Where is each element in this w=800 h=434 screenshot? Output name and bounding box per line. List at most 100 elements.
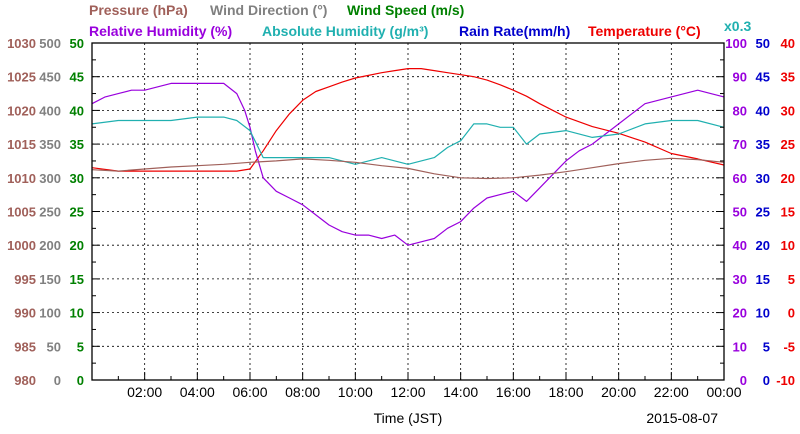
wind-direction-tick-label: 300 (39, 171, 61, 186)
tick-marks (92, 42, 725, 381)
x-tick-label: 14:00 (443, 384, 478, 400)
wind-speed-tick-label: 45 (70, 70, 84, 85)
wind-direction-tick-label: 350 (39, 137, 61, 152)
pressure-tick-label: 1005 (7, 205, 36, 220)
rain-rate-tick-label: 20 (756, 238, 770, 253)
wind-direction-tick-label: 0 (54, 373, 61, 388)
series-line (91, 157, 725, 180)
rain-rate-tick-label: 10 (756, 306, 770, 321)
temperature-tick-label: 25 (781, 137, 795, 152)
pressure-tick-label: 985 (14, 339, 36, 354)
relative-humidity-tick-label: 30 (733, 272, 747, 287)
x-tick-label: 12:00 (390, 384, 425, 400)
axis-labels: 9809859909951000100510101015102010251030… (7, 36, 795, 388)
x-tick-label: 00:00 (706, 384, 741, 400)
wind-direction-tick-label: 150 (39, 272, 61, 287)
wind-speed-tick-label: 20 (70, 238, 84, 253)
grid (92, 43, 724, 380)
relative-humidity-tick-label: 60 (733, 171, 747, 186)
wind-direction-tick-label: 250 (39, 205, 61, 220)
series-group (91, 67, 725, 246)
rain-rate-tick-label: 25 (756, 205, 770, 220)
wind-direction-tick-label: 200 (39, 238, 61, 253)
wind-direction-tick-label: 450 (39, 70, 61, 85)
legend-entry: Wind Direction (°) (210, 2, 327, 18)
pressure-tick-label: 1020 (7, 103, 36, 118)
pressure-tick-label: 1015 (7, 137, 36, 152)
pressure-tick-label: 1010 (7, 171, 36, 186)
wind-speed-tick-label: 5 (77, 339, 84, 354)
series-line (91, 82, 725, 246)
x-axis-title: Time (JST) (374, 410, 443, 426)
rain-rate-tick-label: 40 (756, 103, 770, 118)
wind-speed-tick-label: 15 (70, 272, 84, 287)
temperature-tick-label: 15 (781, 205, 795, 220)
relative-humidity-tick-label: 40 (733, 238, 747, 253)
pressure-tick-label: 1025 (7, 70, 36, 85)
series-line (91, 67, 725, 172)
relative-humidity-tick-label: 0 (740, 373, 747, 388)
wind-direction-tick-label: 400 (39, 103, 61, 118)
temperature-tick-label: 40 (781, 36, 795, 51)
relative-humidity-tick-label: 80 (733, 103, 747, 118)
relative-humidity-tick-label: 10 (733, 339, 747, 354)
x-tick-label: 08:00 (285, 384, 320, 400)
temperature-tick-label: 35 (781, 70, 795, 85)
legend-entry: Rain Rate(mm/h) (459, 23, 570, 39)
wind-direction-tick-label: 500 (39, 36, 61, 51)
wind-speed-tick-label: 10 (70, 306, 84, 321)
x-tick-label: 20:00 (601, 384, 636, 400)
relative-humidity-tick-label: 100 (725, 36, 747, 51)
legend-entry: Pressure (hPa) (89, 2, 188, 18)
pressure-tick-label: 1030 (7, 36, 36, 51)
rain-rate-tick-label: 0 (763, 373, 770, 388)
wind-direction-tick-label: 100 (39, 306, 61, 321)
relative-humidity-tick-label: 50 (733, 205, 747, 220)
rain-rate-tick-label: 45 (756, 70, 770, 85)
x-tick-label: 06:00 (232, 384, 267, 400)
wind-speed-tick-label: 30 (70, 171, 84, 186)
rain-rate-tick-label: 5 (763, 339, 770, 354)
x-tick-label: 16:00 (496, 384, 531, 400)
x-tick-label: 02:00 (127, 384, 162, 400)
temperature-tick-label: -10 (776, 373, 795, 388)
x-tick-label: 04:00 (180, 384, 215, 400)
temperature-tick-label: 30 (781, 103, 795, 118)
rain-rate-tick-label: 15 (756, 272, 770, 287)
scale-note: x0.3 (724, 18, 751, 34)
wind-direction-tick-label: 50 (47, 339, 61, 354)
x-axis: 02:00 04:00 06:00 08:00 10:00 12:00 14:00 16:00… (127, 384, 742, 426)
temperature-tick-label: 5 (788, 272, 795, 287)
wind-speed-tick-label: 25 (70, 205, 84, 220)
pressure-tick-label: 980 (14, 373, 36, 388)
relative-humidity-tick-label: 20 (733, 306, 747, 321)
legend-entry: Wind Speed (m/s) (347, 2, 464, 18)
x-tick-label: 18:00 (548, 384, 583, 400)
temperature-tick-label: -5 (783, 339, 795, 354)
wind-speed-tick-label: 0 (77, 373, 84, 388)
wind-speed-tick-label: 40 (70, 103, 84, 118)
rain-rate-tick-label: 30 (756, 171, 770, 186)
pressure-tick-label: 1000 (7, 238, 36, 253)
relative-humidity-tick-label: 90 (733, 70, 747, 85)
x-tick-label: 22:00 (654, 384, 689, 400)
date-label: 2015-08-07 (646, 410, 718, 426)
legend: Pressure (hPa) Wind Direction (°) Wind Spe… (89, 2, 751, 39)
series-line (91, 116, 725, 165)
rain-rate-tick-label: 50 (756, 36, 770, 51)
pressure-tick-label: 990 (14, 306, 36, 321)
wind-speed-tick-label: 35 (70, 137, 84, 152)
legend-entry: Relative Humidity (%) (89, 23, 232, 39)
pressure-tick-label: 995 (14, 272, 36, 287)
legend-entry: Temperature (°C) (588, 23, 701, 39)
temperature-tick-label: 20 (781, 171, 795, 186)
x-tick-label: 10:00 (338, 384, 373, 400)
relative-humidity-tick-label: 70 (733, 137, 747, 152)
wind-speed-tick-label: 50 (70, 36, 84, 51)
legend-entry: Absolute Humidity (g/m³) (262, 23, 428, 39)
temperature-tick-label: 0 (788, 306, 795, 321)
temperature-tick-label: 10 (781, 238, 795, 253)
rain-rate-tick-label: 35 (756, 137, 770, 152)
